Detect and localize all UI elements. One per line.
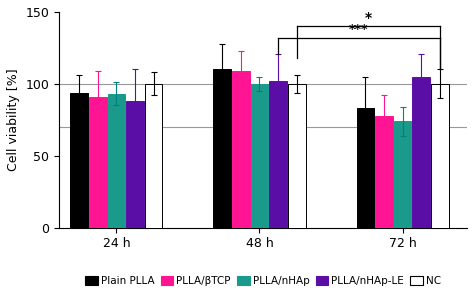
Text: *: *	[365, 11, 372, 25]
Bar	[145, 84, 163, 228]
Bar	[126, 101, 144, 228]
Legend: Plain PLLA, PLLA/βTCP, PLLA/nHAp, PLLA/nHAp-LE, NC: Plain PLLA, PLLA/βTCP, PLLA/nHAp, PLLA/n…	[81, 272, 445, 290]
Bar	[431, 84, 449, 228]
Bar	[288, 84, 306, 228]
Bar	[89, 97, 107, 228]
Text: ***: ***	[349, 23, 369, 36]
Bar	[356, 108, 374, 228]
Bar	[70, 93, 88, 228]
Bar	[232, 71, 250, 228]
Bar	[108, 94, 125, 228]
Bar	[251, 84, 268, 228]
Bar	[375, 116, 393, 228]
Bar	[412, 77, 430, 228]
Bar	[269, 81, 287, 228]
Bar	[213, 69, 231, 228]
Y-axis label: Cell viability [%]: Cell viability [%]	[7, 69, 20, 171]
Bar	[394, 121, 411, 228]
